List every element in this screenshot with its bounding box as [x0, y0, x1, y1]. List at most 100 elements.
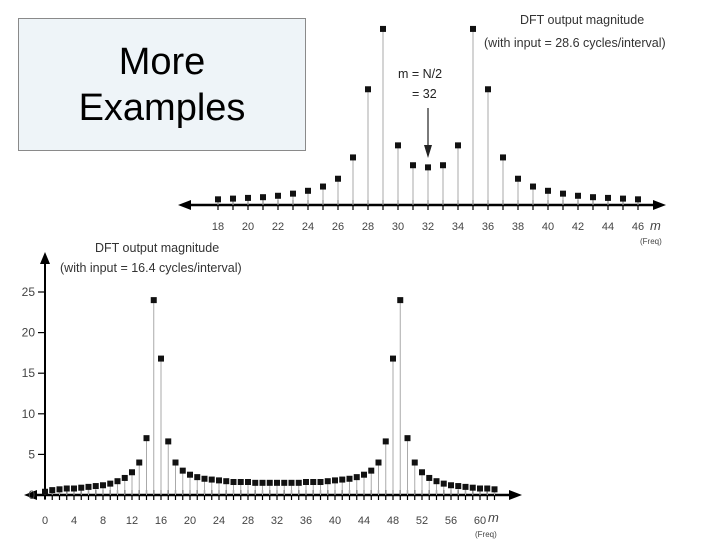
chart1-data-point — [515, 175, 521, 182]
chart1-x-tick-label: 22 — [272, 221, 284, 233]
chart1-data-point — [620, 195, 626, 202]
chart1-x-tick-label: 18 — [212, 221, 224, 233]
chart2-x-label: m — [488, 510, 499, 525]
slide-title-line-2: Examples — [78, 86, 246, 129]
chart2-data-point — [71, 485, 77, 492]
chart2-data-point — [230, 479, 237, 486]
chart2-x-tick-label: 16 — [155, 515, 167, 527]
chart2-data-point — [317, 479, 324, 486]
chart2-data-point — [150, 297, 157, 304]
chart1-x-tick-label: 34 — [452, 221, 464, 233]
chart2-x-tick-label: 0 — [42, 515, 48, 527]
chart2-data-point — [92, 483, 99, 490]
chart2-data-point — [78, 484, 85, 491]
chart2-y-tick-label: 20 — [22, 326, 36, 340]
chart1-data-point — [365, 86, 371, 93]
chart1-data-point — [530, 183, 536, 190]
chart1-data-point — [380, 25, 386, 32]
chart1-data-point — [245, 194, 251, 201]
chart1-data-point — [485, 86, 491, 93]
chart2-title: DFT output magnitude — [95, 241, 219, 255]
chart2-data-point — [179, 467, 186, 474]
slide-title-line-1: More — [118, 40, 206, 83]
chart2-data-point — [158, 355, 164, 362]
chart2-data-point — [245, 479, 251, 486]
chart2-x-tick-label: 20 — [184, 515, 196, 527]
chart2-data-point — [259, 479, 266, 486]
chart2-x-tick-label: 28 — [242, 515, 254, 527]
chart2-data-point — [375, 459, 382, 466]
chart2-y-axis-arrow — [40, 252, 50, 264]
chart1-data-point — [500, 154, 506, 161]
chart1-x-tick-label: 30 — [392, 221, 404, 233]
chart2-data-point — [426, 474, 433, 481]
chart1-x-axis-left-arrow — [178, 200, 191, 210]
chart1-data-point — [455, 142, 461, 149]
chart1-x-tick-label: 26 — [332, 221, 344, 233]
chart1-title: DFT output magnitude — [520, 13, 644, 27]
chart2-data-point — [455, 483, 462, 490]
chart2-x-tick-label: 48 — [387, 515, 399, 527]
chart1-data-point — [605, 194, 611, 201]
chart1-data-point — [470, 25, 476, 32]
chart2-x-label-sub: (Freq) — [475, 530, 497, 539]
chart2-x-tick-label: 40 — [329, 515, 341, 527]
chart1-data-point — [575, 192, 581, 199]
chart2-x-tick-label: 4 — [71, 515, 77, 527]
chart2-data-point — [49, 487, 56, 494]
chart2-data-point — [216, 477, 222, 484]
chart1-data-point — [215, 196, 221, 203]
chart2-data-point — [107, 480, 114, 487]
chart1-data-point — [425, 164, 431, 171]
chart2-data-point — [397, 297, 404, 304]
chart2-x-axis-right-arrow — [509, 490, 522, 500]
chart1-x-tick-label: 38 — [512, 221, 524, 233]
chart1-data-point — [335, 175, 341, 182]
chart2-y-tick-label: 0 — [28, 488, 35, 502]
chart1-data-point — [635, 196, 641, 203]
chart2-data-point — [237, 479, 244, 486]
chart2-x-tick-label: 44 — [358, 515, 370, 527]
chart2-data-point — [382, 438, 389, 445]
chart2-data-point — [114, 478, 121, 485]
chart1-annotation-arrowhead — [424, 145, 432, 158]
chart1-x-tick-label: 28 — [362, 221, 374, 233]
chart1-x-tick-label: 36 — [482, 221, 494, 233]
chart2-x-tick-label: 24 — [213, 515, 225, 527]
chart2-y-tick-label: 25 — [22, 285, 36, 299]
chart2-data-point — [303, 479, 309, 486]
chart1-x-axis-right-arrow — [653, 200, 666, 210]
chart2-data-point — [310, 479, 317, 486]
chart2-data-point — [172, 459, 179, 466]
chart2-data-point — [469, 484, 476, 491]
chart2-y-tick-label: 5 — [28, 447, 35, 461]
chart2-data-point — [208, 476, 215, 483]
chart2-data-point — [361, 471, 367, 478]
chart2-data-point — [491, 486, 498, 493]
chart2-x-tick-label: 56 — [445, 515, 457, 527]
chart1-annotation-line2: = 32 — [412, 87, 437, 101]
chart1-data-point — [545, 187, 551, 194]
chart2-data-point — [462, 483, 469, 490]
chart2-x-tick-label: 36 — [300, 515, 312, 527]
chart2-x-tick-label: 8 — [100, 515, 106, 527]
chart2-data-point — [187, 471, 193, 478]
chart1-x-tick-label: 42 — [572, 221, 584, 233]
chart2-data-point — [201, 475, 208, 482]
chart2-data-point — [353, 474, 360, 481]
chart1-x-tick-label: 46 — [632, 221, 644, 233]
chart2-data-point — [332, 477, 338, 484]
chart2-data-point — [100, 482, 106, 489]
chart2-data-point — [477, 485, 483, 492]
chart2-data-point — [56, 486, 63, 493]
chart1-data-point — [395, 142, 401, 149]
chart2-data-point — [448, 482, 454, 489]
chart2-data-point — [288, 479, 295, 486]
chart2-data-point — [63, 485, 70, 492]
chart1-subtitle: (with input = 28.6 cycles/interval) — [484, 36, 666, 50]
chart1-data-point — [440, 162, 446, 169]
chart2-data-point — [484, 485, 491, 492]
chart1-data-point — [305, 187, 311, 194]
chart1-x-tick-label: 20 — [242, 221, 254, 233]
chart1-data-point — [590, 194, 596, 201]
